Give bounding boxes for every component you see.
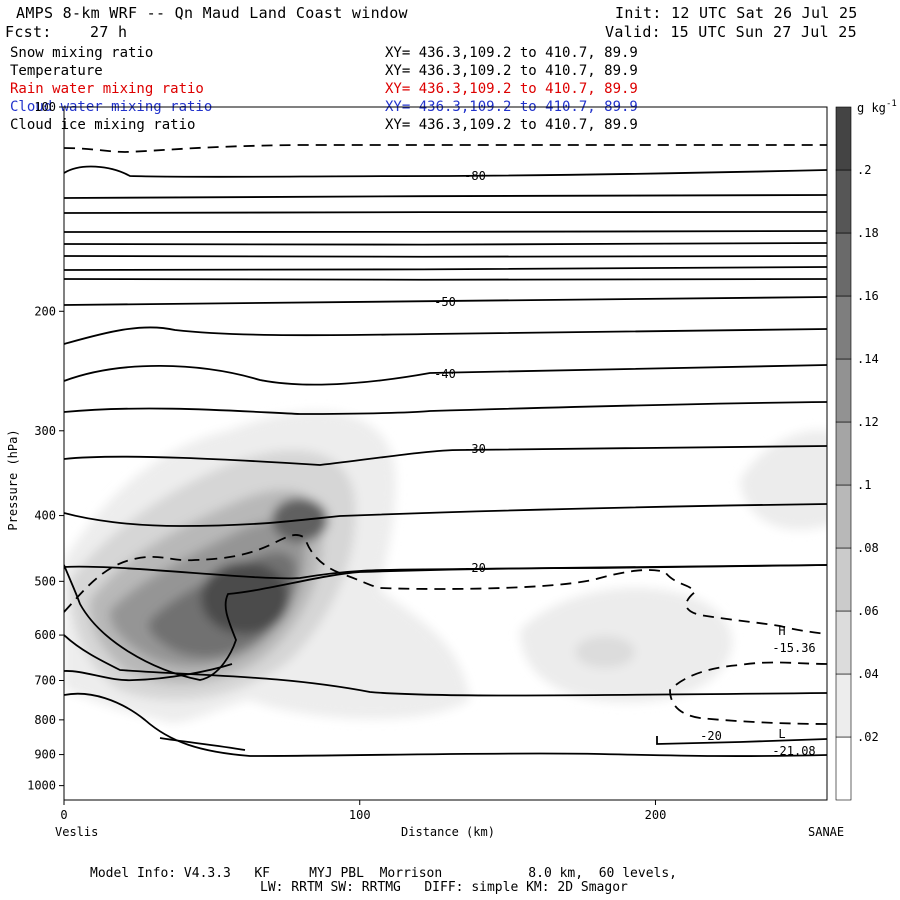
contour-line	[64, 230, 827, 233]
contour-line	[64, 326, 827, 345]
model-info-line2: LW: RRTM SW: RRTMG DIFF: simple KM: 2D S…	[260, 880, 628, 895]
field-xy-rain: XY= 436.3,109.2 to 410.7, 89.9	[385, 81, 638, 97]
colorbar-bin	[835, 295, 852, 360]
temperature-label: -20	[464, 561, 486, 575]
contour-line	[64, 634, 827, 697]
colorbar-tick-label: .14	[857, 352, 879, 366]
plot-frame	[63, 106, 828, 801]
field-name-cloud-ice: Cloud ice mixing ratio	[10, 117, 196, 133]
contour-line	[64, 401, 827, 415]
colorbar-bin	[835, 673, 852, 738]
temperature-label: -80	[464, 169, 486, 183]
contour-line	[64, 242, 827, 246]
init-time: Init: 12 UTC Sat 26 Jul 25	[615, 4, 858, 22]
contour-line	[64, 165, 827, 178]
dashed-contour	[64, 534, 827, 635]
colorbar-tick-label: .04	[857, 667, 879, 681]
field-xy-temperature: XY= 436.3,109.2 to 410.7, 89.9	[385, 63, 638, 79]
extremum-value-high: -15.36	[772, 641, 815, 655]
contour-line	[656, 736, 827, 745]
cloud-ice-contours	[64, 144, 827, 725]
y-tick-label: 500	[34, 574, 56, 588]
colorbar-bin	[835, 169, 852, 234]
dashed-contour	[64, 144, 827, 153]
contour-line	[64, 364, 827, 386]
colorbar-bin	[835, 484, 852, 549]
colorbar-tick-label: .18	[857, 226, 879, 240]
y-tick-label: 1000	[27, 779, 56, 793]
temperature-contours	[64, 165, 827, 757]
colorbar-bin	[835, 547, 852, 612]
y-tick-label: 200	[34, 304, 56, 318]
model-info-line1: Model Info: V4.3.3 KF MYJ PBL Morrison 8…	[90, 866, 677, 881]
colorbar-tick-label: .2	[857, 163, 871, 177]
colorbar-bin	[835, 610, 852, 675]
contour-line	[159, 737, 246, 751]
colorbar-bin	[835, 106, 852, 171]
extremum-marker-low: L	[778, 727, 785, 741]
field-name-temperature: Temperature	[10, 63, 103, 79]
temperature-label: -20	[700, 729, 722, 743]
y-tick-label: 900	[34, 748, 56, 762]
colorbar-tick-label: .08	[857, 541, 879, 555]
temperature-label: -30	[464, 442, 486, 456]
x-axis: 0 100 200	[60, 800, 666, 822]
x-end-location: SANAE	[808, 825, 844, 839]
colorbar-tick-label: .16	[857, 289, 879, 303]
colorbar-tick-label: .02	[857, 730, 879, 744]
temperature-label: -40	[434, 367, 456, 381]
field-name-snow: Snow mixing ratio	[10, 45, 154, 61]
colorbar-bin	[835, 736, 852, 801]
x-axis-label: Distance (km)	[401, 825, 495, 839]
contour-line	[64, 211, 827, 214]
y-tick-label: 700	[34, 674, 56, 688]
y-tick-label: 600	[34, 628, 56, 642]
contour-line	[64, 296, 827, 306]
temperature-label: -50	[434, 295, 456, 309]
contour-line	[64, 445, 827, 466]
colorbar-tick-label: .12	[857, 415, 879, 429]
forecast-hours: 27 h	[90, 23, 128, 41]
y-tick-label: 100	[34, 100, 56, 114]
forecast-label: Fcst:	[5, 23, 52, 41]
x-tick-label: 0	[60, 808, 67, 822]
contour-labels: -80 -50 -40 -30 -20 -20 H -15.36 L -21.0…	[434, 169, 816, 758]
colorbar-unit-exponent: -1	[886, 99, 897, 109]
y-axis: 100 200 300 400 500 600 700 800 900 1000	[27, 100, 64, 793]
y-tick-label: 300	[34, 424, 56, 438]
contour-line	[64, 663, 233, 682]
field-xy-cloud-ice: XY= 436.3,109.2 to 410.7, 89.9	[385, 117, 638, 133]
field-name-rain: Rain water mixing ratio	[10, 81, 204, 97]
colorbar-bin	[835, 232, 852, 297]
contour-line	[64, 692, 827, 757]
snow-region-east-core	[575, 636, 635, 668]
colorbar-bin	[835, 358, 852, 423]
contour-line	[64, 194, 827, 199]
colorbar-bin	[835, 421, 852, 486]
y-axis-label: Pressure (hPa)	[6, 429, 20, 530]
x-start-location: Veslis	[55, 825, 98, 839]
contour-line	[64, 278, 827, 281]
y-tick-label: 800	[34, 713, 56, 727]
x-tick-label: 100	[349, 808, 371, 822]
field-xy-snow: XY= 436.3,109.2 to 410.7, 89.9	[385, 45, 638, 61]
dashed-contour	[669, 661, 827, 725]
colorbar: .02 .04 .06 .08 .1 .12 .14 .16 .18 .2	[835, 106, 879, 801]
snow-region-main-core	[201, 562, 289, 634]
contour-line	[64, 255, 827, 258]
extremum-marker-high: H	[778, 624, 785, 638]
colorbar-tick-label: .06	[857, 604, 879, 618]
contour-line	[64, 564, 827, 681]
contour-line	[64, 266, 827, 271]
contour-line	[64, 503, 827, 527]
y-tick-label: 400	[34, 509, 56, 523]
colorbar-unit: g kg	[857, 101, 886, 115]
chart-title: AMPS 8-km WRF -- Qn Maud Land Coast wind…	[16, 4, 408, 22]
extremum-value-low: -21.08	[772, 744, 815, 758]
x-tick-label: 200	[645, 808, 667, 822]
colorbar-tick-label: .1	[857, 478, 871, 492]
valid-time: Valid: 15 UTC Sun 27 Jul 25	[605, 23, 857, 41]
